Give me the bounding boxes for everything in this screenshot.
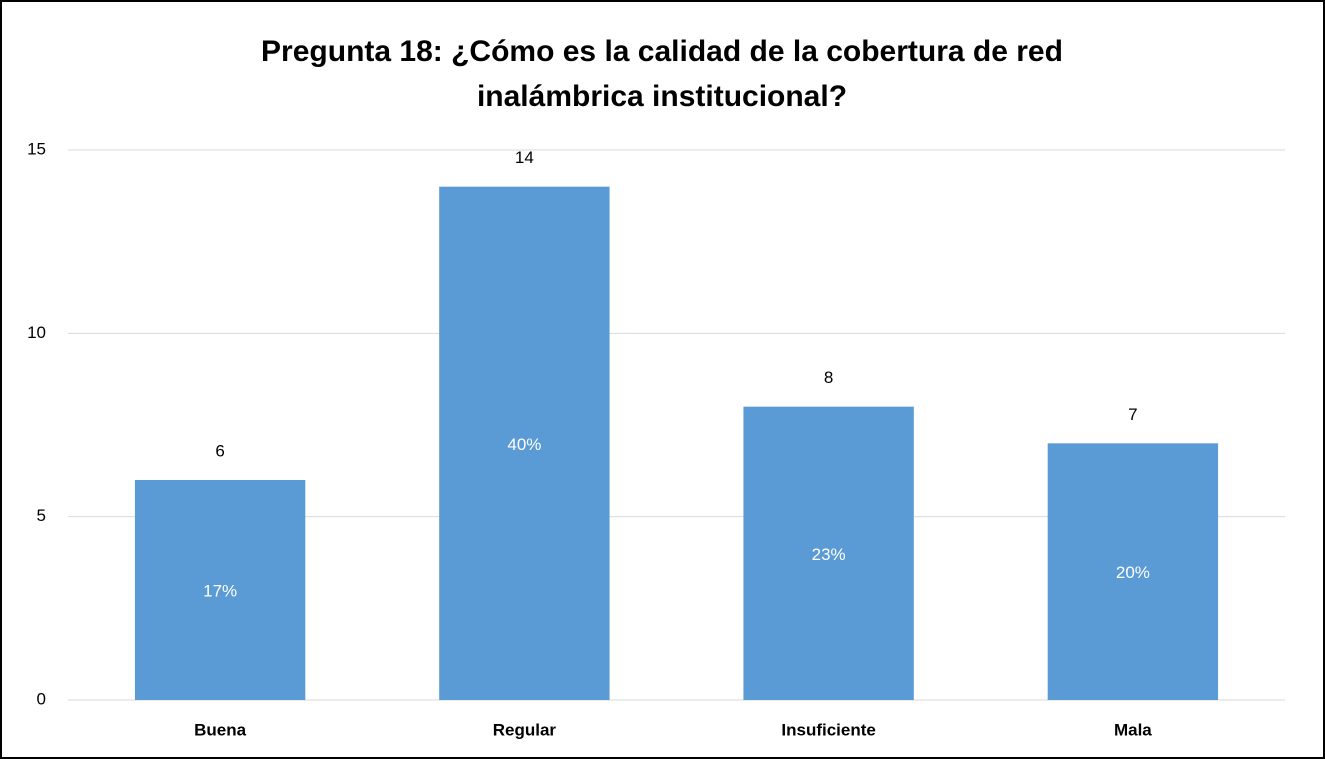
chart-title: Pregunta 18: ¿Cómo es la calidad de la c… [261, 35, 1063, 68]
y-tick-label: 0 [37, 689, 46, 708]
x-tick-label: Regular [493, 720, 557, 739]
y-tick-label: 5 [37, 506, 46, 525]
chart-title: inalámbrica institucional? [477, 80, 847, 113]
data-label: 6 [215, 441, 224, 460]
inner-label: 23% [812, 545, 846, 564]
data-label: 14 [515, 148, 534, 167]
bar [743, 406, 914, 700]
y-tick-label: 15 [27, 139, 46, 158]
inner-label: 17% [203, 581, 237, 600]
x-tick-label: Buena [194, 720, 247, 739]
data-label: 8 [824, 368, 833, 387]
x-tick-label: Insuficiente [781, 720, 875, 739]
bar [439, 186, 610, 700]
bar [134, 480, 306, 700]
inner-label: 20% [1116, 563, 1150, 582]
x-tick-label: Mala [1114, 720, 1152, 739]
bar [1047, 443, 1219, 700]
y-tick-label: 10 [27, 323, 46, 342]
inner-label: 40% [507, 435, 541, 454]
data-label: 7 [1128, 405, 1137, 424]
